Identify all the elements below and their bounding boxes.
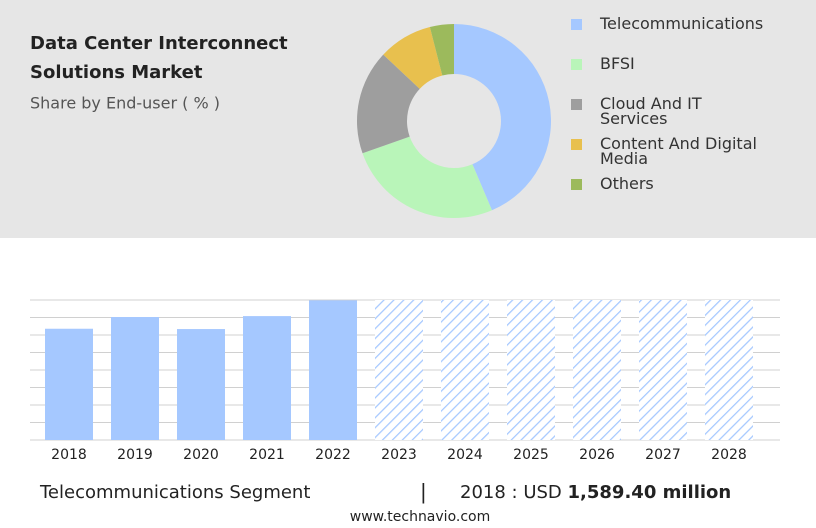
x-tick-label: 2027 bbox=[645, 447, 681, 463]
donut-slice bbox=[362, 136, 492, 218]
legend-label: Content And Digital Media bbox=[600, 134, 757, 168]
chart-title: Solutions Market bbox=[30, 62, 203, 83]
forecast-placeholder bbox=[705, 300, 753, 440]
x-tick-label: 2028 bbox=[711, 447, 747, 463]
separator: | bbox=[420, 480, 427, 504]
x-tick-label: 2024 bbox=[447, 447, 483, 463]
forecast-placeholder bbox=[375, 300, 423, 440]
donut-slice bbox=[454, 24, 551, 211]
highlight: 2018 : USD 1,589.40 million bbox=[460, 482, 731, 503]
segment-label: Telecommunications Segment bbox=[39, 482, 310, 503]
donut-slice bbox=[383, 27, 443, 89]
x-tick-label: 2026 bbox=[579, 447, 615, 463]
bar bbox=[111, 317, 159, 440]
highlight-year: 2018 : USD bbox=[460, 482, 562, 503]
forecast-placeholder bbox=[573, 300, 621, 440]
x-tick-label: 2022 bbox=[315, 447, 351, 463]
highlight-value: 1,589.40 million bbox=[568, 482, 732, 503]
legend-swatch bbox=[571, 139, 582, 150]
bar bbox=[177, 329, 225, 440]
bar bbox=[243, 316, 291, 440]
x-tick-label: 2020 bbox=[183, 447, 219, 463]
legend-swatch bbox=[571, 19, 582, 30]
legend-label: Telecommunications bbox=[600, 14, 764, 33]
legend-swatch bbox=[571, 59, 582, 70]
chart-subtitle: Share by End-user ( % ) bbox=[30, 94, 220, 113]
legend-label: Cloud And IT Services bbox=[600, 94, 702, 128]
x-tick-label: 2021 bbox=[249, 447, 285, 463]
x-tick-label: 2025 bbox=[513, 447, 549, 463]
chart-title: Data Center Interconnect bbox=[30, 33, 288, 54]
x-tick-label: 2018 bbox=[51, 447, 87, 463]
bar bbox=[45, 328, 93, 440]
x-tick-label: 2023 bbox=[381, 447, 417, 463]
legend-swatch bbox=[571, 99, 582, 110]
forecast-placeholder bbox=[441, 300, 489, 440]
bar bbox=[309, 300, 357, 440]
forecast-placeholder bbox=[507, 300, 555, 440]
website: www.technavio.com bbox=[350, 509, 491, 525]
x-tick-label: 2019 bbox=[117, 447, 153, 463]
legend-swatch bbox=[571, 179, 582, 190]
donut-slice bbox=[429, 24, 454, 76]
forecast-placeholder bbox=[639, 300, 687, 440]
legend-label: Others bbox=[600, 174, 654, 193]
legend-label: BFSI bbox=[600, 54, 635, 73]
donut-slice bbox=[357, 54, 420, 154]
